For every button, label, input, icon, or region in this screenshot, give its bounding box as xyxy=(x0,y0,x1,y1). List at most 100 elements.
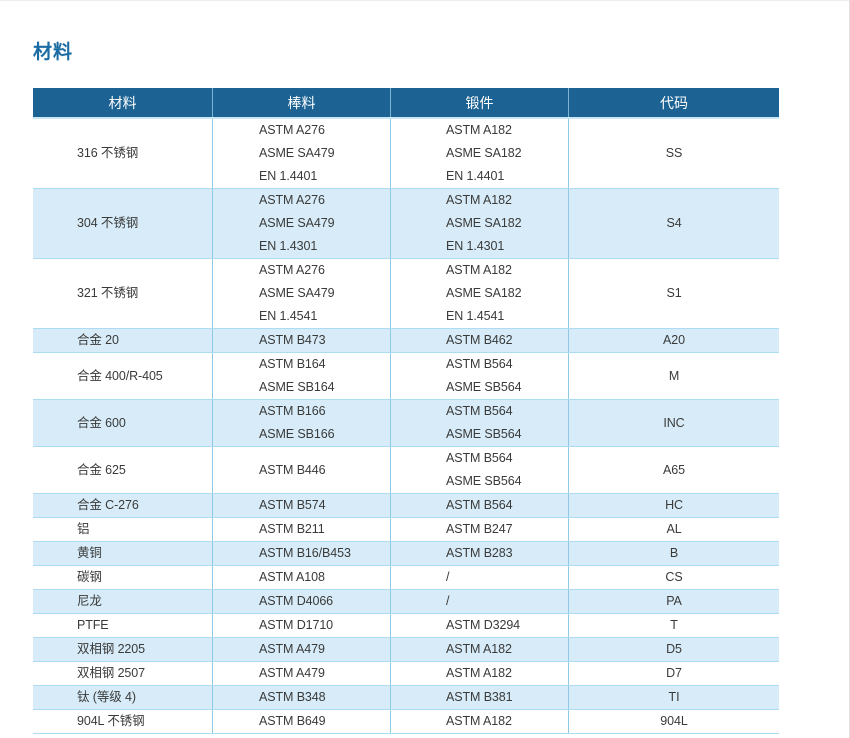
bar-cell: ASTM B649 xyxy=(213,710,391,733)
code-label: SS xyxy=(665,146,683,160)
spec-line: ASTM B16/B453 xyxy=(259,546,351,560)
table-row: 合金 C-276 ASTM B574 ASTM B564 HC xyxy=(33,494,779,518)
code-label: A20 xyxy=(663,333,685,347)
spec-line: ASTM B564 xyxy=(446,498,513,512)
material-label: 合金 600 xyxy=(77,415,126,430)
spec-line: ASTM A182 xyxy=(446,714,512,728)
material-label: 合金 400/R-405 xyxy=(77,368,163,383)
spec-line: ASME SB564 xyxy=(446,427,522,441)
code-label: D7 xyxy=(666,666,682,680)
material-label: 904L 不锈钢 xyxy=(77,714,145,728)
spec-line: ASME SB564 xyxy=(446,474,522,488)
column-header-material: 材料 xyxy=(33,88,213,117)
material-cell: 合金 C-276 xyxy=(33,494,213,517)
forging-cell: ASTM D3294 xyxy=(391,614,569,637)
bar-cell: ASTM A276 ASME SA479 EN 1.4541 xyxy=(213,259,391,328)
table-row: 合金 625 ASTM B446 ASTM B564 ASME SB564 A65 xyxy=(33,447,779,494)
forging-cell: ASTM B564 ASME SB564 xyxy=(391,353,569,399)
code-label: B xyxy=(669,546,679,560)
code-cell: A20 xyxy=(569,329,779,352)
table-row: 碳钢 ASTM A108 / CS xyxy=(33,566,779,590)
material-label: 碳钢 xyxy=(77,570,102,584)
code-label: M xyxy=(668,368,680,383)
bar-cell: ASTM B16/B453 xyxy=(213,542,391,565)
bar-cell: ASTM D1710 xyxy=(213,614,391,637)
forging-cell: ASTM B564 ASME SB564 xyxy=(391,400,569,446)
spec-line: ASTM B574 xyxy=(259,498,326,512)
spec-line: ASTM A479 xyxy=(259,666,325,680)
table-row: 黄铜 ASTM B16/B453 ASTM B283 B xyxy=(33,542,779,566)
forging-cell: / xyxy=(391,590,569,613)
forging-cell: ASTM A182 xyxy=(391,662,569,685)
code-cell: INC xyxy=(569,400,779,446)
spec-line: ASME SB164 xyxy=(259,380,335,394)
spec-line: ASTM A182 xyxy=(446,666,512,680)
material-cell: 双相钢 2205 xyxy=(33,638,213,661)
spec-line: ASME SB166 xyxy=(259,427,335,441)
column-header-forging: 锻件 xyxy=(391,88,569,117)
spec-line: ASTM B247 xyxy=(446,522,513,536)
forging-cell: ASTM B462 xyxy=(391,329,569,352)
table-row: 双相钢 2507 ASTM A479 ASTM A182 D7 xyxy=(33,662,779,686)
spec-line: ASTM D4066 xyxy=(259,594,334,608)
spec-line: ASME SA182 xyxy=(446,286,522,300)
column-header-code: 代码 xyxy=(660,94,688,111)
forging-cell: ASTM A182 xyxy=(391,710,569,733)
material-cell: 铝 xyxy=(33,518,213,541)
table-row: 321 不锈钢 ASTM A276 ASME SA479 EN 1.4541 AST… xyxy=(33,259,779,329)
spec-line: EN 1.4301 xyxy=(446,239,505,253)
spec-line: ASTM A182 xyxy=(446,642,512,656)
table-row: 双相钢 2205 ASTM A479 ASTM A182 D5 xyxy=(33,638,779,662)
material-cell: 904L 不锈钢 xyxy=(33,710,213,733)
material-cell: 316 不锈钢 xyxy=(33,119,213,188)
bar-cell: ASTM B473 xyxy=(213,329,391,352)
page-title: 材料 xyxy=(33,42,74,63)
table-row: PTFE ASTM D1710 ASTM D3294 T xyxy=(33,614,779,638)
code-cell: PA xyxy=(569,590,779,613)
spec-line: ASTM B348 xyxy=(259,690,326,704)
table-row: 合金 20 ASTM B473 ASTM B462 A20 xyxy=(33,329,779,353)
table-row: 铝 ASTM B211 ASTM B247 AL xyxy=(33,518,779,542)
spec-line: ASME SA479 xyxy=(259,286,335,300)
bar-cell: ASTM B446 xyxy=(213,447,391,493)
bar-cell: ASTM B574 xyxy=(213,494,391,517)
material-label: PTFE xyxy=(77,618,109,632)
material-label: 合金 C-276 xyxy=(77,498,139,512)
spec-line: ASTM D1710 xyxy=(259,618,334,632)
table-row: 合金 600 ASTM B166 ASME SB166 ASTM B564 ASME… xyxy=(33,400,779,447)
material-cell: 合金 400/R-405 xyxy=(33,353,213,399)
code-label: 904L xyxy=(660,714,688,728)
material-cell: 合金 20 xyxy=(33,329,213,352)
bar-cell: ASTM A276 ASME SA479 EN 1.4401 xyxy=(213,119,391,188)
column-header-bar: 棒料 xyxy=(213,88,391,117)
code-label: S4 xyxy=(666,216,682,230)
spec-line: ASTM B462 xyxy=(446,333,513,347)
table-row: 尼龙 ASTM D4066 / PA xyxy=(33,590,779,614)
material-label: 钛 (等级 4) xyxy=(77,690,136,704)
forging-cell: ASTM A182 ASME SA182 EN 1.4301 xyxy=(391,189,569,258)
material-label: 316 不锈钢 xyxy=(77,146,139,160)
code-cell: S4 xyxy=(569,189,779,258)
bar-cell: ASTM A479 xyxy=(213,662,391,685)
spec-line: ASTM B381 xyxy=(446,690,513,704)
material-label: 双相钢 2507 xyxy=(77,666,145,680)
forging-cell: ASTM A182 xyxy=(391,638,569,661)
material-label: 合金 20 xyxy=(77,333,119,347)
spec-line: ASTM B564 xyxy=(446,451,513,465)
spec-line: ASTM D3294 xyxy=(446,618,521,632)
code-cell: HC xyxy=(569,494,779,517)
material-label: 304 不锈钢 xyxy=(77,216,139,230)
code-label: CS xyxy=(665,570,683,584)
code-cell: D5 xyxy=(569,638,779,661)
bar-cell: ASTM B348 xyxy=(213,686,391,709)
material-cell: 合金 600 xyxy=(33,400,213,446)
spec-line: EN 1.4541 xyxy=(259,309,318,323)
bar-cell: ASTM B211 xyxy=(213,518,391,541)
material-cell: 尼龙 xyxy=(33,590,213,613)
material-cell: 双相钢 2507 xyxy=(33,662,213,685)
code-label: A65 xyxy=(663,462,685,477)
code-cell: CS xyxy=(569,566,779,589)
spec-line: ASTM A182 xyxy=(446,193,512,207)
spec-line: ASTM B283 xyxy=(446,546,513,560)
